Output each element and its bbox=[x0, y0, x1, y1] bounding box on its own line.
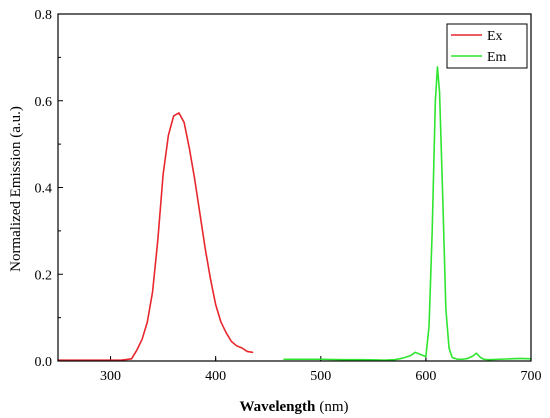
legend-items: Ex Em bbox=[451, 29, 507, 65]
series-layer bbox=[57, 66, 532, 361]
series-line-ex bbox=[57, 112, 254, 361]
x-tick-label-600: 600 bbox=[415, 369, 436, 384]
x-axis-title: Wavelength (nm) bbox=[239, 399, 348, 415]
legend-box bbox=[446, 23, 528, 69]
y-tick-label-2: 0.4 bbox=[35, 182, 53, 197]
x-tick-label-300: 300 bbox=[100, 369, 121, 384]
plot-frame bbox=[57, 13, 532, 362]
x-tick-label-700: 700 bbox=[521, 369, 542, 384]
y-tick-label-0: 0.0 bbox=[35, 355, 53, 370]
legend: Ex Em bbox=[446, 23, 528, 69]
series-line-em bbox=[283, 66, 532, 361]
x-tick-label-400: 400 bbox=[205, 369, 226, 384]
y-tick-label-1: 0.2 bbox=[35, 268, 53, 283]
x-tick-label-500: 500 bbox=[310, 369, 331, 384]
y-axis-title: Normalized Emission (a.u.) bbox=[8, 106, 24, 272]
y-tick-label-3: 0.6 bbox=[35, 95, 53, 110]
ticks-layer: 300 400 500 600 700 0.0 0.2 0.4 0.6 0.8 bbox=[35, 8, 542, 384]
x-axis-title-unit: (nm) bbox=[319, 399, 348, 415]
legend-label-em: Em bbox=[487, 50, 507, 65]
x-axis-title-main: Wavelength bbox=[239, 399, 315, 415]
legend-label-ex: Ex bbox=[487, 29, 503, 44]
y-tick-label-4: 0.8 bbox=[35, 8, 53, 23]
